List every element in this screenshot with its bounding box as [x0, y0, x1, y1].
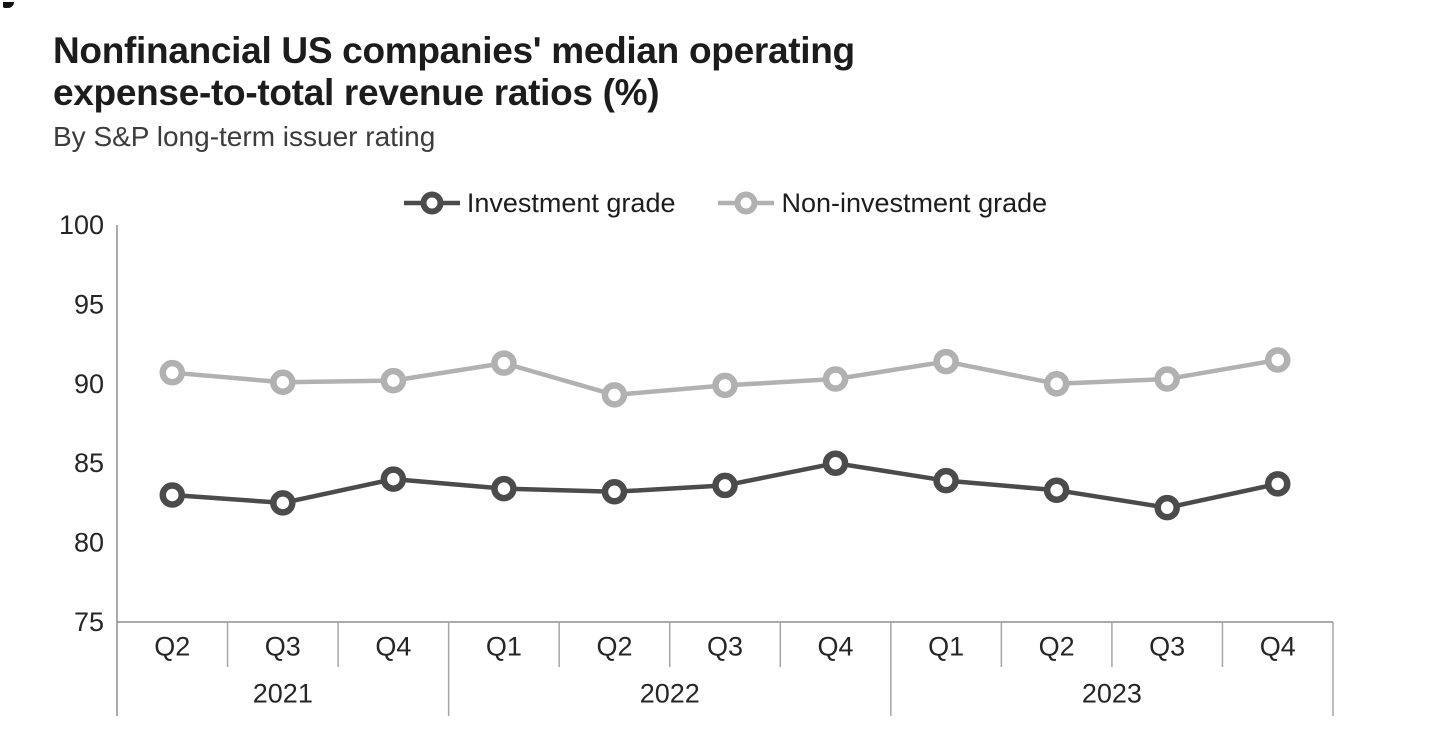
data-point-marker-investment-grade-0 [159, 482, 186, 508]
x-axis-quarter-label-5: Q3 [707, 632, 743, 662]
line-marker-icon [403, 191, 460, 215]
data-point-marker-non-investment-grade-7 [933, 348, 959, 375]
y-axis-tick-label-100: 100 [59, 210, 104, 240]
data-point-marker-investment-grade-5 [712, 472, 738, 499]
y-axis-tick-label-75: 75 [74, 607, 104, 637]
x-axis-quarter-label-3: Q1 [486, 632, 522, 662]
data-point-marker-investment-grade-9 [1154, 494, 1180, 521]
x-axis-year-label-2021: 2021 [253, 679, 313, 709]
legend-label-investment-grade: Investment grade [466, 187, 676, 218]
line-marker-icon [718, 191, 775, 215]
chart-title: Nonfinancial US companies' median operat… [53, 30, 855, 113]
data-point-marker-investment-grade-4 [601, 479, 628, 505]
data-point-marker-non-investment-grade-0 [159, 359, 186, 386]
data-point-marker-non-investment-grade-2 [380, 367, 407, 394]
x-axis-quarter-label-1: Q3 [265, 632, 301, 662]
y-axis-tick-label-90: 90 [74, 369, 104, 399]
x-axis-quarter-label-4: Q2 [596, 632, 632, 662]
x-axis-quarter-label-10: Q4 [1260, 632, 1296, 662]
legend-label-non-investment-grade: Non-investment grade [781, 187, 1048, 218]
data-point-marker-non-investment-grade-10 [1264, 347, 1291, 373]
legend: Investment grade Non-investment grade [117, 182, 1333, 224]
data-point-marker-investment-grade-7 [933, 467, 959, 494]
data-point-marker-non-investment-grade-8 [1043, 371, 1070, 397]
x-axis-year-label-2022: 2022 [640, 679, 700, 709]
data-point-marker-investment-grade-10 [1264, 471, 1291, 497]
data-point-marker-non-investment-grade-9 [1154, 366, 1180, 392]
x-axis-quarter-label-8: Q2 [1039, 632, 1075, 662]
x-axis-year-label-2023: 2023 [1082, 679, 1142, 709]
data-point-marker-investment-grade-1 [270, 490, 296, 516]
data-point-marker-non-investment-grade-4 [601, 382, 628, 408]
data-point-marker-investment-grade-6 [822, 450, 849, 476]
legend-item-investment-grade: Investment grade [403, 187, 676, 219]
data-point-marker-non-investment-grade-5 [712, 372, 738, 399]
x-axis-quarter-label-2: Q4 [375, 632, 411, 662]
y-axis-tick-label-80: 80 [74, 528, 104, 558]
data-point-marker-non-investment-grade-1 [270, 369, 296, 395]
legend-item-non-investment-grade: Non-investment grade [717, 188, 1047, 219]
data-point-marker-investment-grade-8 [1043, 477, 1070, 503]
data-point-marker-non-investment-grade-3 [491, 350, 517, 376]
data-point-marker-non-investment-grade-6 [822, 366, 849, 392]
x-axis-quarter-label-0: Q2 [154, 632, 190, 662]
x-axis-quarter-label-9: Q3 [1149, 632, 1185, 662]
x-axis-quarter-label-6: Q4 [818, 632, 854, 662]
chart-subtitle: By S&P long-term issuer rating [53, 121, 436, 152]
data-point-marker-investment-grade-3 [491, 475, 517, 502]
y-axis-tick-label-95: 95 [74, 289, 104, 319]
corner-mark [3, 2, 14, 8]
x-axis-quarter-label-7: Q1 [928, 632, 964, 662]
y-axis-tick-label-85: 85 [74, 448, 104, 478]
data-point-marker-investment-grade-2 [380, 466, 407, 492]
